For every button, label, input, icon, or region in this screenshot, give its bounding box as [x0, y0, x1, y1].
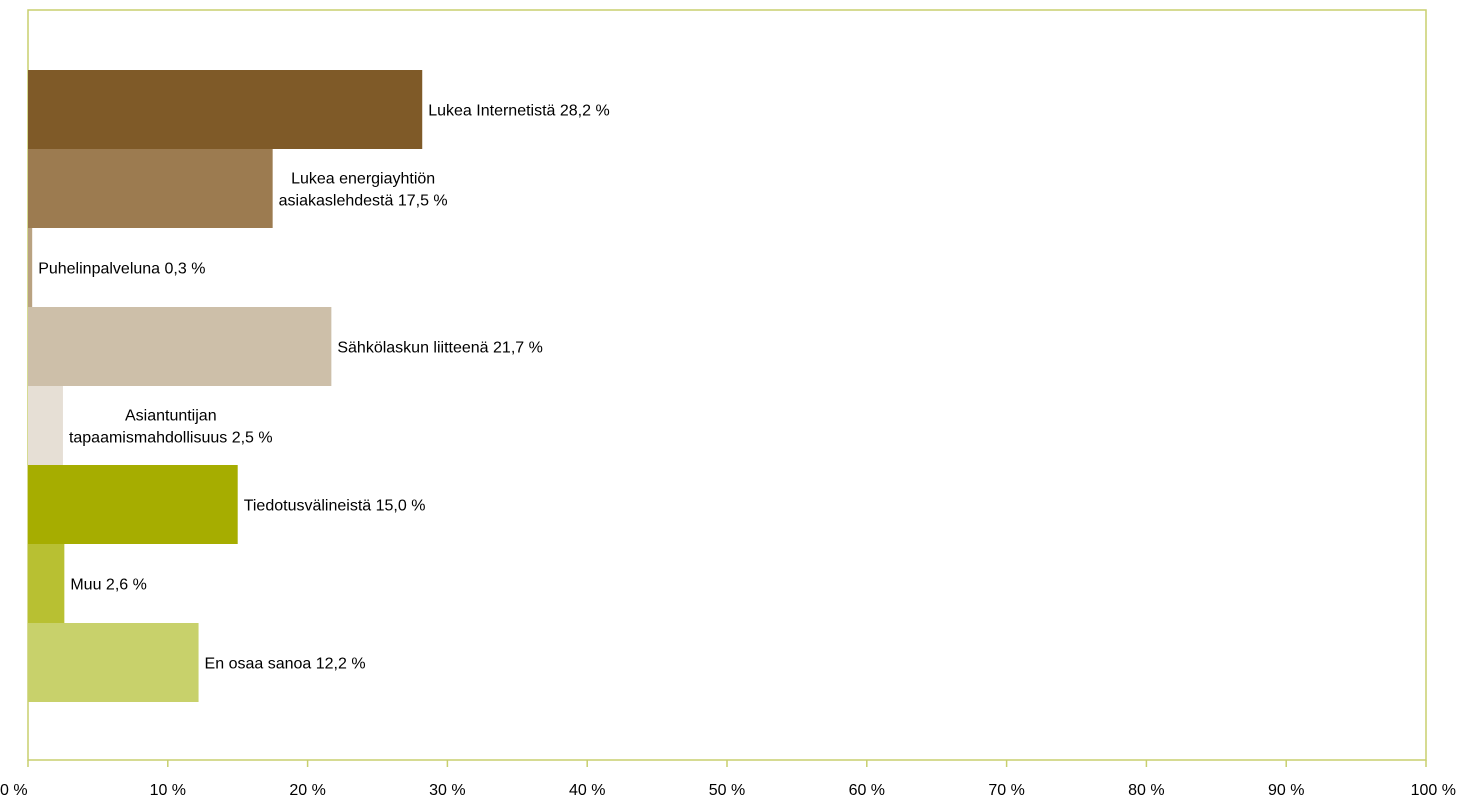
x-tick-label: 90 %	[1268, 782, 1304, 799]
data-label: Lukea Internetistä 28,2 %	[428, 103, 609, 120]
bar	[28, 228, 33, 307]
x-tick-label: 70 %	[988, 782, 1024, 799]
data-label: Puhelinpalveluna 0,3 %	[38, 261, 205, 278]
x-tick-label: 0 %	[0, 782, 28, 799]
data-label-line: Asiantuntijan	[125, 408, 217, 425]
bar	[28, 386, 63, 465]
bar	[28, 70, 423, 149]
x-tick-label: 60 %	[849, 782, 885, 799]
data-label: Lukea energiayhtiön asiakaslehdestä 17,5 …	[279, 171, 448, 210]
data-label: En osaa sanoa 12,2 %	[205, 656, 366, 673]
bar	[28, 623, 199, 702]
data-label: Muu 2,6 %	[70, 577, 146, 594]
bar	[28, 307, 332, 386]
bar	[28, 465, 238, 544]
data-label: Tiedotusvälineistä 15,0 %	[244, 498, 426, 515]
data-label-line: Tiedotusvälineistä 15,0 %	[244, 498, 426, 515]
bars-group	[28, 70, 423, 702]
x-tick-label: 50 %	[709, 782, 745, 799]
data-labels-group: Lukea Internetistä 28,2 % Lukea energiayh…	[38, 103, 609, 673]
x-tick-label: 100 %	[1411, 782, 1456, 799]
bar	[28, 149, 273, 228]
x-tick-label: 10 %	[150, 782, 186, 799]
bar	[28, 544, 65, 623]
x-tick-label: 40 %	[569, 782, 605, 799]
data-label-line: asiakaslehdestä 17,5 %	[279, 193, 448, 210]
data-label-line: Sähkölaskun liitteenä 21,7 %	[337, 340, 542, 357]
data-label: Asiantuntijan tapaamismahdollisuus 2,5 %	[69, 408, 273, 447]
data-label-line: Muu 2,6 %	[70, 577, 146, 594]
data-label-line: En osaa sanoa 12,2 %	[205, 656, 366, 673]
data-label-line: Lukea Internetistä 28,2 %	[428, 103, 609, 120]
data-label-line: Puhelinpalveluna 0,3 %	[38, 261, 205, 278]
x-tick-label: 20 %	[289, 782, 325, 799]
data-label-line: tapaamismahdollisuus 2,5 %	[69, 430, 273, 447]
data-label-line: Lukea energiayhtiön	[291, 171, 435, 188]
data-label: Sähkölaskun liitteenä 21,7 %	[337, 340, 542, 357]
x-tick-label: 80 %	[1128, 782, 1164, 799]
x-tick-label: 30 %	[429, 782, 465, 799]
x-axis: 0 % 10 % 20 % 30 % 40 % 50 % 60 % 70 % 80 % 90 % 1…	[0, 760, 1456, 799]
